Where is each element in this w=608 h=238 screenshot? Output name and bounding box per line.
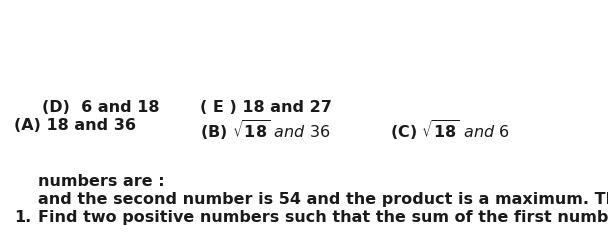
Text: (B) $\mathbf{\sqrt{18}}$ $\mathit{and}$ $\mathit{36}$: (B) $\mathbf{\sqrt{18}}$ $\mathit{and}$ … <box>200 118 331 142</box>
Text: Find two positive numbers such that the sum of the first number squared: Find two positive numbers such that the … <box>38 210 608 225</box>
Text: numbers are :: numbers are : <box>38 174 165 189</box>
Text: ( E ) 18 and 27: ( E ) 18 and 27 <box>200 100 332 115</box>
Text: (D)  6 and 18: (D) 6 and 18 <box>42 100 159 115</box>
Text: and the second number is 54 and the product is a maximum. The two: and the second number is 54 and the prod… <box>38 192 608 207</box>
Text: (C) $\mathbf{\sqrt{18}}$ $\mathit{and}$ $\mathit{6}$: (C) $\mathbf{\sqrt{18}}$ $\mathit{and}$ … <box>390 118 510 142</box>
Text: (A) 18 and 36: (A) 18 and 36 <box>14 118 136 133</box>
Text: 1.: 1. <box>14 210 31 225</box>
